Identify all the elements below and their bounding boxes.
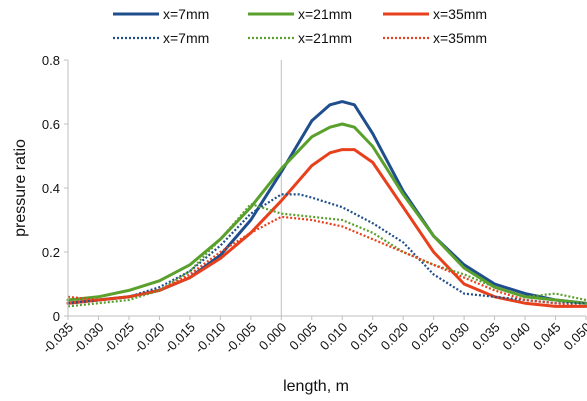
x-tick-label: 0.010 [317, 320, 351, 354]
y-tick-label: 0.4 [42, 181, 60, 196]
legend-label-3: x=7mm [163, 30, 209, 46]
y-tick-labels: 0 0.2 0.4 0.6 0.8 [42, 53, 60, 324]
y-tick-label: 0.2 [42, 245, 60, 260]
x-tick-label: -0.010 [192, 320, 229, 357]
y-axis-label: pressure ratio [12, 139, 29, 237]
legend-label-2: x=35mm [433, 6, 487, 22]
plot-background [68, 60, 586, 316]
x-tick-label: 0.040 [500, 320, 534, 354]
x-tick-label: -0.025 [100, 320, 137, 357]
x-tick-label: -0.020 [131, 320, 168, 357]
x-tick-labels: -0.035-0.030-0.025-0.020-0.015-0.010-0.0… [39, 320, 587, 357]
x-tick-label: -0.005 [222, 320, 259, 357]
x-tick-label: 0.005 [286, 320, 320, 354]
x-tick-label: -0.030 [70, 320, 107, 357]
y-tick-label: 0.8 [42, 53, 60, 68]
legend-label-4: x=21mm [298, 30, 352, 46]
x-tick-label: 0.030 [439, 320, 473, 354]
legend-label-0: x=7mm [163, 6, 209, 22]
x-tick-label: -0.035 [39, 320, 76, 357]
x-tick-label: 0.025 [408, 320, 442, 354]
x-tick-label: 0.000 [256, 320, 290, 354]
y-tick-label: 0 [53, 309, 60, 324]
y-tick-label: 0.6 [42, 117, 60, 132]
legend: x=7mm x=21mm x=35mm x=7mm x=21mm x=35mm [113, 6, 487, 46]
x-tick-label: 0.020 [378, 320, 412, 354]
x-tick-label: -0.015 [161, 320, 198, 357]
legend-label-1: x=21mm [298, 6, 352, 22]
plot-area [68, 60, 586, 316]
legend-label-5: x=35mm [433, 30, 487, 46]
x-tick-label: 0.050 [561, 320, 587, 354]
x-tick-label: 0.015 [347, 320, 381, 354]
x-axis-label: length, m [283, 378, 349, 395]
x-tick-label: 0.045 [530, 320, 564, 354]
x-tick-label: 0.035 [469, 320, 503, 354]
